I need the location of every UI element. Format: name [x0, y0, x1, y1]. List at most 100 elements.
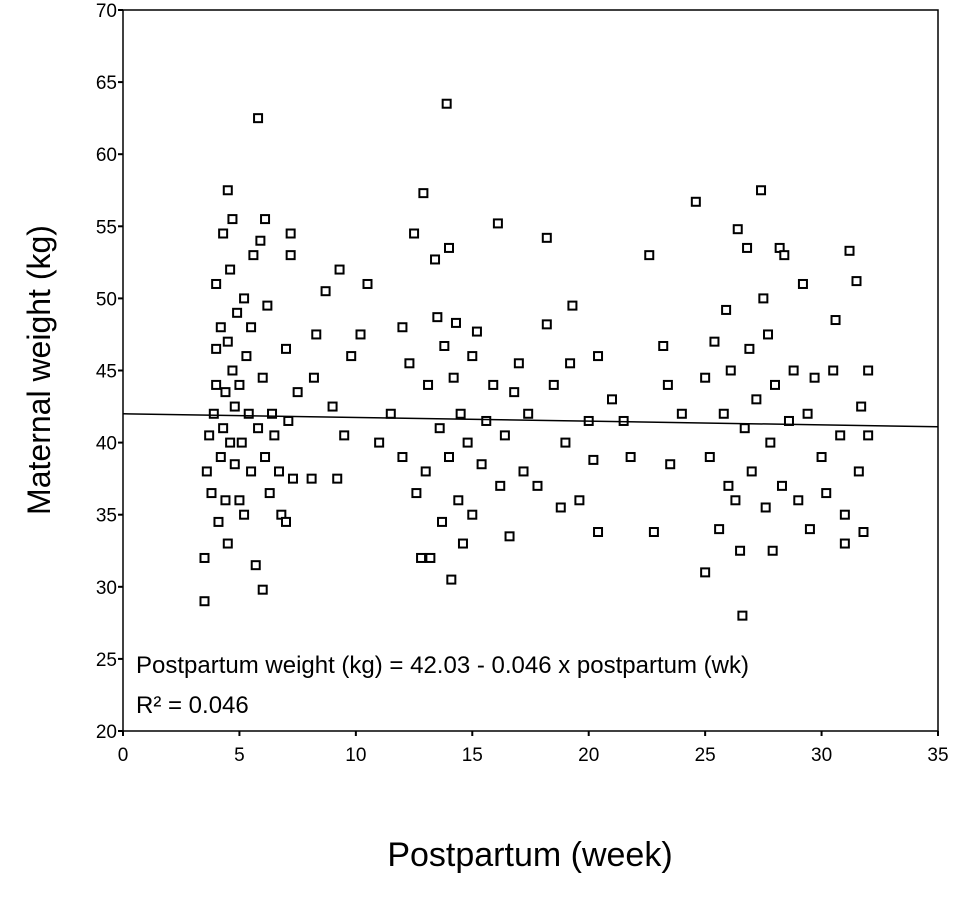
point: [476, 459, 487, 470]
point: [362, 278, 373, 289]
point: [246, 466, 257, 477]
point: [236, 437, 247, 448]
point: [229, 459, 240, 470]
point: [285, 228, 296, 239]
point: [248, 250, 259, 261]
point: [625, 452, 636, 463]
point: [593, 351, 604, 362]
point: [863, 365, 874, 376]
point: [339, 430, 350, 441]
point: [409, 228, 420, 239]
point: [320, 286, 331, 297]
point: [211, 379, 222, 390]
point: [481, 415, 492, 426]
point: [676, 408, 687, 419]
point: [218, 228, 229, 239]
point: [802, 408, 813, 419]
point: [714, 524, 725, 535]
point: [404, 358, 415, 369]
y-tick-label: 65: [96, 73, 117, 94]
point: [644, 250, 655, 261]
point: [211, 278, 222, 289]
point: [532, 480, 543, 491]
point: [704, 452, 715, 463]
point: [332, 473, 343, 484]
point: [208, 408, 219, 419]
point: [793, 495, 804, 506]
point: [213, 516, 224, 527]
point: [199, 552, 210, 563]
point: [225, 264, 236, 275]
point: [397, 452, 408, 463]
point: [518, 466, 529, 477]
point: [374, 437, 385, 448]
point: [560, 437, 571, 448]
point: [765, 437, 776, 448]
point: [690, 196, 701, 207]
point: [839, 538, 850, 549]
point: [541, 232, 552, 243]
point: [567, 300, 578, 311]
point: [809, 372, 820, 383]
y-tick-label: 70: [96, 1, 117, 22]
point: [222, 538, 233, 549]
point: [758, 293, 769, 304]
point: [804, 524, 815, 535]
point: [250, 560, 261, 571]
y-tick-label: 55: [96, 217, 117, 238]
point: [246, 322, 257, 333]
point: [499, 430, 510, 441]
point: [513, 358, 524, 369]
fit-line: [122, 413, 939, 428]
point: [851, 276, 862, 287]
point: [588, 454, 599, 465]
point: [311, 329, 322, 340]
y-tick-label: 20: [96, 722, 117, 743]
point: [700, 372, 711, 383]
point: [306, 473, 317, 484]
point: [206, 488, 217, 499]
point: [257, 372, 268, 383]
point: [222, 336, 233, 347]
point: [457, 538, 468, 549]
point: [253, 113, 264, 124]
point: [856, 401, 867, 412]
point: [281, 516, 291, 527]
point: [416, 552, 427, 563]
point: [355, 329, 366, 340]
point: [467, 509, 478, 520]
point: [853, 466, 864, 477]
point: [471, 326, 482, 337]
annotation: R² = 0.046: [136, 692, 249, 719]
point: [432, 312, 443, 323]
point: [232, 307, 243, 318]
point: [346, 351, 357, 362]
point: [308, 372, 319, 383]
y-tick-label: 50: [96, 289, 117, 310]
point: [763, 329, 774, 340]
point: [770, 379, 780, 390]
point: [211, 343, 222, 354]
point: [835, 430, 846, 441]
point: [234, 495, 245, 506]
y-axis-label: Maternal weight (kg): [21, 225, 57, 515]
point: [751, 394, 762, 405]
point: [215, 452, 226, 463]
point: [334, 264, 345, 275]
point: [269, 430, 280, 441]
point: [821, 488, 832, 499]
point: [735, 545, 746, 556]
point: [227, 214, 238, 225]
point: [541, 319, 552, 330]
x-tick-label: 35: [927, 745, 948, 766]
point: [797, 278, 808, 289]
point: [262, 300, 273, 311]
point: [555, 502, 566, 513]
point: [420, 466, 431, 477]
point: [327, 401, 338, 412]
point: [574, 495, 585, 506]
point: [718, 408, 729, 419]
point: [264, 488, 275, 499]
x-tick-label: 5: [234, 745, 245, 766]
point: [453, 495, 464, 506]
